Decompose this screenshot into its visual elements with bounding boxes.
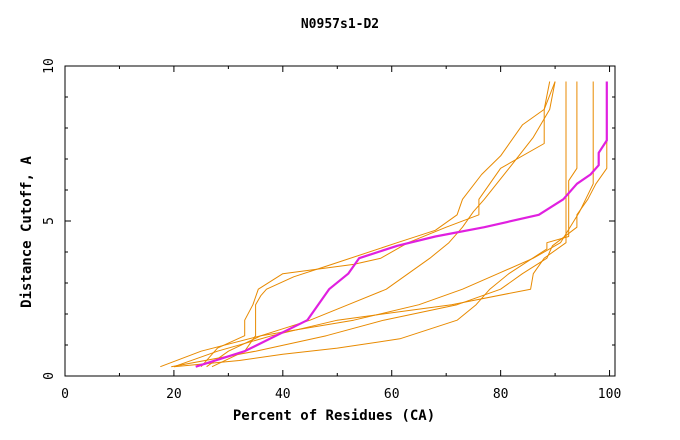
model-series-line-6 [206, 81, 556, 368]
series-layer [160, 81, 608, 368]
highlighted-series-line [195, 81, 608, 368]
x-tick-label: 80 [493, 387, 509, 402]
x-tick-label: 20 [166, 387, 182, 402]
y-tick-label: 5 [42, 217, 57, 225]
y-tick-label: 0 [42, 372, 57, 380]
x-tick-label: 100 [598, 387, 621, 402]
x-tick-label: 40 [275, 387, 291, 402]
chart-title: N0957s1-D2 [301, 17, 379, 32]
model-series-line-7 [211, 81, 556, 368]
model-series-line-4 [173, 81, 567, 368]
y-tick-label: 10 [42, 58, 57, 74]
ticks-layer: 0 20 40 60 80 100 0 5 10 [42, 58, 621, 402]
x-axis-title: Percent of Residues (CA) [233, 408, 435, 424]
model-series-line-1 [171, 81, 608, 368]
y-axis-title: Distance Cutoff, A [19, 156, 35, 308]
x-tick-label: 0 [61, 387, 69, 402]
model-series-line-2 [173, 81, 578, 368]
model-series-line-3 [160, 81, 594, 368]
x-tick-label: 60 [384, 387, 400, 402]
